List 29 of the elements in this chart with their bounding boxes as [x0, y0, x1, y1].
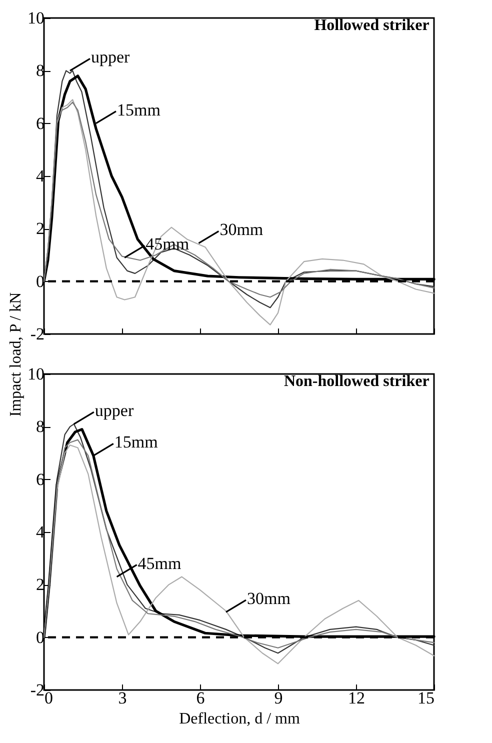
y-tick-label: 6: [36, 114, 44, 133]
x-axis-title: Deflection, d / mm: [179, 710, 300, 728]
annotation: 15mm: [117, 100, 160, 120]
x-tick-label: 9: [274, 688, 283, 708]
chart-title: Hollowed striker: [314, 17, 430, 34]
y-tick-label: 10: [28, 364, 44, 384]
annotation: 30mm: [247, 589, 290, 608]
y-tick-label: 2: [36, 575, 44, 594]
y-tick-label: 10: [28, 8, 44, 28]
y-tick-label: 4: [36, 166, 45, 186]
x-tick-label: 15: [418, 688, 434, 708]
x-tick-label: 3: [118, 688, 127, 708]
y-tick-label: -2: [30, 680, 44, 700]
y-tick-label: 2: [36, 219, 44, 238]
x-tick-label: 12: [348, 688, 365, 708]
chart-title: Non-hollowed striker: [284, 373, 430, 390]
y-tick-label: 6: [36, 470, 44, 489]
annotation: 45mm: [138, 554, 182, 573]
annotation: 45mm: [146, 234, 190, 254]
annotation: upper: [91, 48, 130, 67]
y-tick-label: 8: [36, 417, 44, 436]
annotation: 30mm: [220, 220, 264, 240]
y-tick-label: 4: [36, 522, 45, 542]
y-tick-label: -2: [30, 324, 44, 344]
y-axis-title: Impact load, P / kN: [8, 292, 24, 417]
y-tick-label: 8: [36, 61, 44, 80]
x-tick-label: 6: [196, 688, 205, 708]
annotation: upper: [94, 401, 134, 420]
annotation: 15mm: [114, 432, 158, 452]
